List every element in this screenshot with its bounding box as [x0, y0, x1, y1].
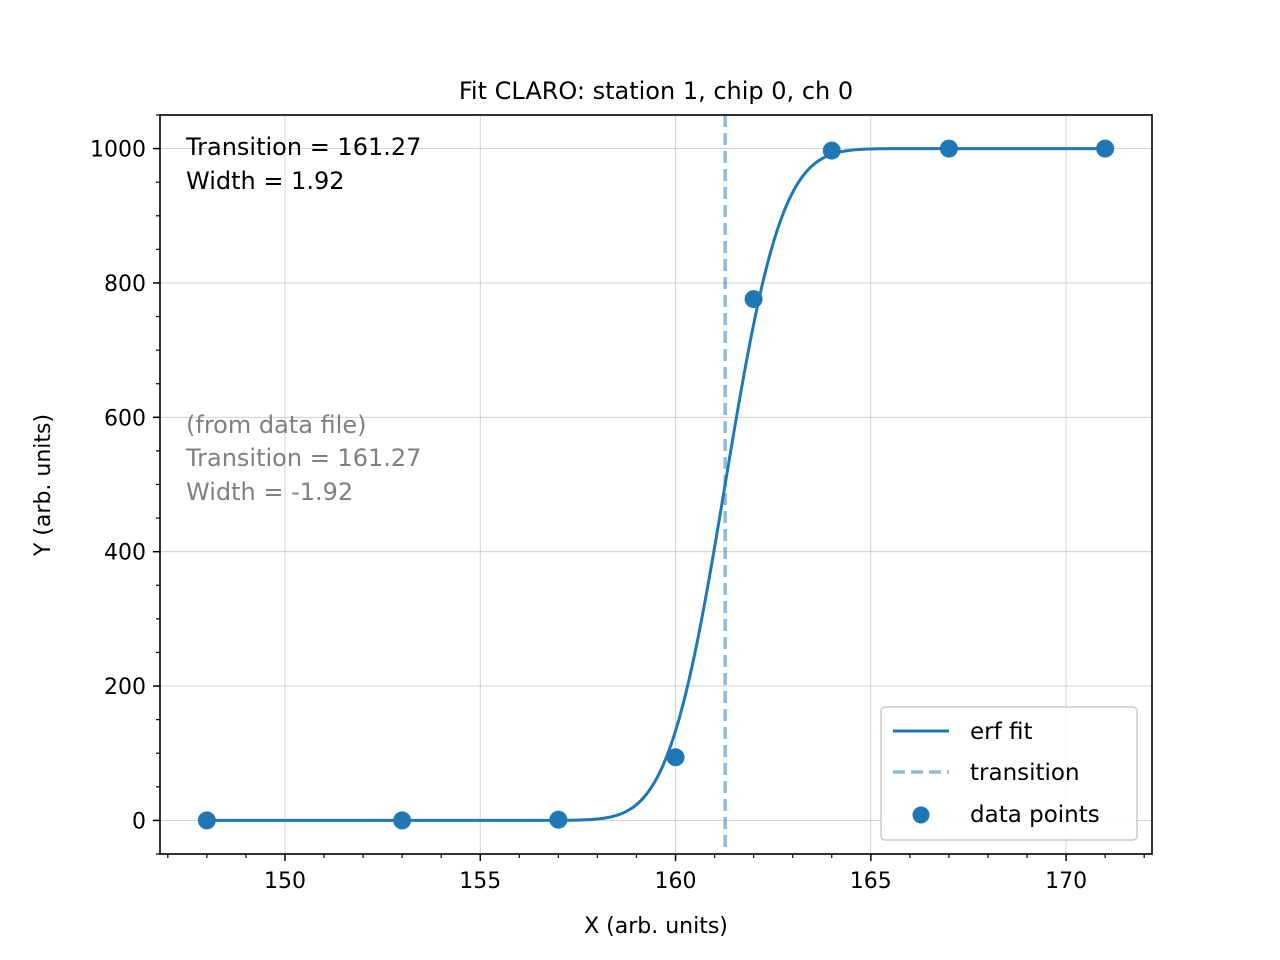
- legend-box: [880, 706, 1138, 841]
- data-point: [393, 811, 412, 830]
- data-point: [1096, 139, 1115, 158]
- data-point: [822, 141, 841, 160]
- y-tick-label: 600: [104, 406, 146, 431]
- x-tick-label: 150: [264, 869, 306, 894]
- data-point: [744, 290, 763, 309]
- chart-title: Fit CLARO: station 1, chip 0, ch 0: [459, 77, 853, 105]
- y-tick-label: 0: [132, 809, 146, 834]
- x-tick-label: 165: [850, 869, 892, 894]
- x-tick-label: 170: [1045, 869, 1087, 894]
- fit-width-text: Width = 1.92: [186, 167, 345, 195]
- legend-fit-label: erf fit: [970, 719, 1033, 745]
- y-axis-label: Y (arb. units): [31, 414, 56, 557]
- legend: erf fit transition data points: [880, 706, 1138, 841]
- legend-points-label: data points: [970, 802, 1100, 828]
- data-point: [939, 139, 958, 158]
- fit-transition-text: Transition = 161.27: [185, 133, 421, 161]
- data-point: [666, 748, 685, 767]
- x-tick-label: 160: [655, 869, 697, 894]
- file-width-text: Width = -1.92: [186, 478, 353, 506]
- x-tick-label: 155: [459, 869, 501, 894]
- data-point: [197, 811, 216, 830]
- y-tick-label: 400: [104, 541, 146, 566]
- data-point: [549, 810, 568, 829]
- legend-points-swatch: [912, 806, 930, 824]
- legend-transition-label: transition: [970, 760, 1080, 786]
- y-tick-label: 1000: [90, 138, 146, 163]
- file-transition-text: Transition = 161.27: [185, 444, 421, 472]
- file-header-text: (from data file): [186, 411, 366, 439]
- plot-frame: [159, 114, 1153, 855]
- x-axis-label: X (arb. units): [584, 914, 728, 939]
- y-tick-label: 800: [104, 272, 146, 297]
- data-points-group: [197, 139, 1115, 830]
- y-tick-label: 200: [104, 675, 146, 700]
- axis-ticks: 150 155 160 165 170 0 200 400 600 800 1000: [90, 114, 1145, 894]
